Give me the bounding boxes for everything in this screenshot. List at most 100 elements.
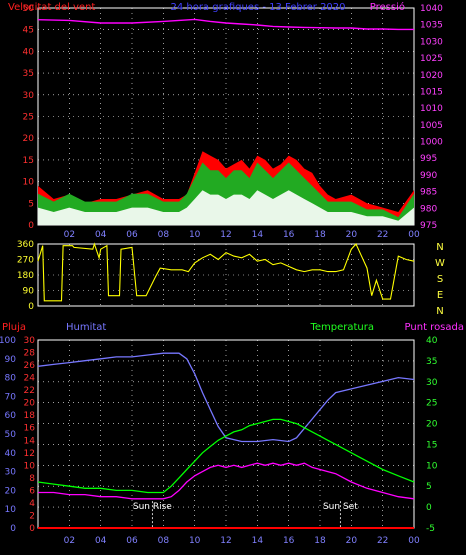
pressure-tick-label: 990 xyxy=(420,171,437,181)
right-axis-title: Punt rosada xyxy=(405,322,464,333)
rain-tick-label: 26 xyxy=(24,361,36,371)
compass-label: N xyxy=(436,306,443,317)
pressure-tick-label: 1025 xyxy=(420,54,443,64)
chart-title: 24 hora grafiques - 13 Febrer 2020 xyxy=(170,2,345,13)
x-tick-label: 10 xyxy=(189,536,201,546)
rain-tick-label: 16 xyxy=(24,424,36,434)
pressure-tick-label: 985 xyxy=(420,188,437,198)
left-axis-title: Humitat xyxy=(66,322,106,333)
humidity-tick-label: 70 xyxy=(5,392,17,402)
sun-annotation: Sun Rise xyxy=(133,502,172,512)
rain-tick-label: 24 xyxy=(24,374,36,384)
x-tick-label: 10 xyxy=(189,230,201,240)
sun-annotation: Sun Set xyxy=(323,502,358,512)
x-tick-label: 08 xyxy=(158,536,170,546)
direction-tick-label: 270 xyxy=(17,256,34,266)
wind-tick-label: 35 xyxy=(23,69,34,79)
wind-tick-label: 25 xyxy=(23,113,34,123)
x-tick-label: 02 xyxy=(64,536,75,546)
pressure-tick-label: 975 xyxy=(420,221,437,231)
pressure-tick-label: 1010 xyxy=(420,104,443,114)
left-axis-title: Pluja xyxy=(2,322,26,333)
compass-label: W xyxy=(435,258,445,269)
pressure-tick-label: 1020 xyxy=(420,71,443,81)
x-tick-label: 06 xyxy=(126,230,138,240)
humidity-tick-label: 100 xyxy=(0,336,16,346)
rain-tick-label: 20 xyxy=(24,399,36,409)
x-tick-label: 08 xyxy=(158,230,170,240)
humidity-tick-label: 80 xyxy=(5,374,17,384)
rain-tick-label: 10 xyxy=(24,461,36,471)
temperature-tick-label: 15 xyxy=(426,440,437,450)
pressure-tick-label: 1030 xyxy=(420,37,443,47)
rain-tick-label: 22 xyxy=(24,386,35,396)
x-tick-label: 12 xyxy=(220,536,231,546)
x-tick-label: 14 xyxy=(252,536,264,546)
humidity-tick-label: 20 xyxy=(5,486,17,496)
direction-tick-label: 360 xyxy=(17,240,34,250)
x-tick-label: 04 xyxy=(95,536,107,546)
wind-tick-label: 5 xyxy=(28,199,34,209)
humidity-tick-label: 50 xyxy=(5,430,17,440)
pressure-tick-label: 1000 xyxy=(420,138,443,148)
rain-tick-label: 18 xyxy=(24,411,36,421)
humidity-tick-label: 90 xyxy=(5,355,17,365)
wind-tick-label: 50 xyxy=(23,4,35,14)
wind-tick-label: 45 xyxy=(23,26,34,36)
wind-tick-label: 10 xyxy=(23,178,35,188)
x-tick-label: 16 xyxy=(283,230,295,240)
direction-line xyxy=(37,242,415,302)
rain-tick-label: 14 xyxy=(24,436,36,446)
x-tick-label: 14 xyxy=(252,230,264,240)
temperature-tick-label: -5 xyxy=(426,524,435,534)
humidity-tick-label: 40 xyxy=(5,449,17,459)
x-tick-label: 20 xyxy=(346,230,358,240)
pressure-tick-label: 1015 xyxy=(420,87,443,97)
series-line-temperatura xyxy=(37,418,415,494)
wind-tick-label: 15 xyxy=(23,156,34,166)
compass-label: E xyxy=(437,290,443,301)
x-tick-label: 00 xyxy=(408,536,420,546)
humidity-tick-label: 0 xyxy=(10,524,16,534)
rain-tick-label: 12 xyxy=(24,449,35,459)
compass-label: N xyxy=(436,242,443,253)
humidity-tick-label: 60 xyxy=(5,411,17,421)
x-tick-label: 22 xyxy=(377,536,388,546)
x-tick-label: 04 xyxy=(95,230,107,240)
rain-tick-label: 28 xyxy=(24,349,36,359)
wind-axis-title: Velocitat del vent xyxy=(8,2,95,13)
pressure-axis-title: Pressió xyxy=(370,1,405,13)
x-tick-label: 20 xyxy=(346,536,358,546)
direction-tick-label: 0 xyxy=(28,302,34,312)
panel-temp-frame xyxy=(37,339,415,529)
x-tick-label: 12 xyxy=(220,230,231,240)
right-axis-title: Temperatura xyxy=(309,322,374,333)
wind-tick-label: 0 xyxy=(28,221,34,231)
pressure-line xyxy=(37,18,414,31)
series-line-humitat xyxy=(37,352,415,443)
temperature-tick-label: 25 xyxy=(426,399,437,409)
rain-tick-label: 6 xyxy=(29,486,35,496)
temperature-tick-label: 0 xyxy=(426,503,432,513)
pressure-tick-label: 1040 xyxy=(420,4,443,14)
direction-tick-label: 180 xyxy=(17,271,34,281)
rain-tick-label: 30 xyxy=(24,336,36,346)
x-tick-label: 00 xyxy=(408,230,420,240)
temperature-tick-label: 35 xyxy=(426,357,437,367)
compass-label: S xyxy=(437,274,443,285)
temperature-tick-label: 20 xyxy=(426,420,438,430)
mean-wind-area xyxy=(38,190,414,225)
rain-tick-label: 2 xyxy=(29,511,35,521)
wind-tick-label: 20 xyxy=(23,134,35,144)
humidity-tick-label: 30 xyxy=(5,468,17,478)
direction-tick-label: 90 xyxy=(23,287,35,297)
humidity-tick-label: 10 xyxy=(5,505,17,515)
rain-tick-label: 4 xyxy=(29,499,35,509)
x-tick-label: 18 xyxy=(314,536,326,546)
pressure-tick-label: 980 xyxy=(420,204,437,214)
x-tick-label: 22 xyxy=(377,230,388,240)
temperature-tick-label: 30 xyxy=(426,378,438,388)
series-line-punt-rosada xyxy=(38,462,415,500)
wind-tick-label: 40 xyxy=(23,47,35,57)
rain-tick-label: 8 xyxy=(29,474,35,484)
